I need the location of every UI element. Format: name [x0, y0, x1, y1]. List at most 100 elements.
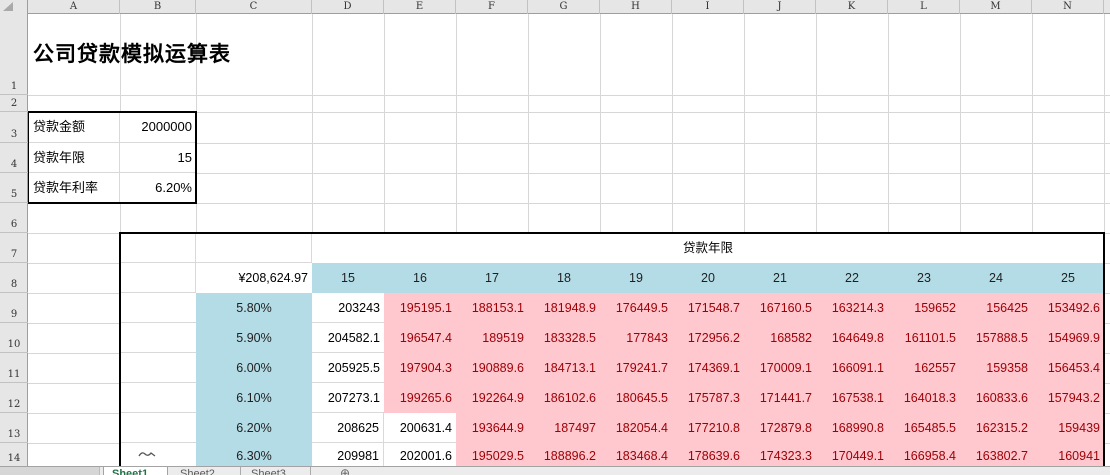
year-cell[interactable]: 22 [816, 263, 888, 293]
data-cell[interactable]: 205925.5 [312, 353, 384, 383]
column-header[interactable]: F [456, 0, 528, 14]
data-cell[interactable]: 195029.5 [456, 443, 528, 466]
data-cell[interactable]: 209981 [312, 443, 384, 466]
cell-empty[interactable] [120, 263, 196, 293]
data-cell[interactable]: 162315.2 [960, 413, 1032, 443]
data-cell[interactable]: 200631.4 [384, 413, 456, 443]
data-cell[interactable]: 167538.1 [816, 383, 888, 413]
data-cell[interactable]: 156425 [960, 293, 1032, 323]
row-header[interactable]: 6 [0, 203, 28, 233]
loan-years-label[interactable]: 贷款年限 [28, 143, 120, 172]
data-cell[interactable]: 187497 [528, 413, 600, 443]
data-cell[interactable]: 165485.5 [888, 413, 960, 443]
cell-empty[interactable] [120, 233, 196, 263]
data-cell[interactable]: 170009.1 [744, 353, 816, 383]
data-cell[interactable]: 175787.3 [672, 383, 744, 413]
loan-amount-label[interactable]: 贷款金额 [28, 112, 120, 142]
column-header[interactable] [1104, 0, 1110, 14]
data-cell[interactable]: 188896.2 [528, 443, 600, 466]
rate-cell[interactable]: 6.10% [196, 383, 312, 413]
data-cell[interactable]: 181948.9 [528, 293, 600, 323]
data-cell[interactable]: 154969.9 [1032, 323, 1104, 353]
years-header-cell[interactable]: 贷款年限 [682, 241, 733, 255]
column-header[interactable]: G [528, 0, 600, 14]
row-header[interactable]: 1 [0, 14, 28, 95]
loan-rate-value[interactable]: 6.20% [155, 180, 192, 195]
data-cell[interactable]: 166091.1 [816, 353, 888, 383]
data-cell[interactable]: 182054.4 [600, 413, 672, 443]
data-cell[interactable]: 153492.6 [1032, 293, 1104, 323]
data-cell[interactable]: 177843 [600, 323, 672, 353]
row-header[interactable]: 11 [0, 353, 28, 383]
column-header[interactable]: C [196, 0, 312, 14]
data-cell[interactable]: 199265.6 [384, 383, 456, 413]
column-header[interactable]: I [672, 0, 744, 14]
tab-scroll-area[interactable] [0, 467, 100, 475]
loan-rate-label[interactable]: 贷款年利率 [28, 173, 120, 203]
data-cell[interactable]: 168582 [744, 323, 816, 353]
data-cell[interactable]: 168990.8 [816, 413, 888, 443]
year-cell[interactable]: 15 [312, 263, 384, 293]
data-cell[interactable]: 160833.6 [960, 383, 1032, 413]
year-cell[interactable]: 17 [456, 263, 528, 293]
row-header[interactable]: 5 [0, 173, 28, 203]
year-cell[interactable]: 21 [744, 263, 816, 293]
data-cell[interactable]: 202001.6 [384, 443, 456, 466]
data-cell[interactable]: 180645.5 [600, 383, 672, 413]
column-header[interactable]: A [28, 0, 120, 14]
data-cell[interactable]: 208625 [312, 413, 384, 443]
cell-empty[interactable] [120, 413, 196, 443]
data-cell[interactable]: 156453.4 [1032, 353, 1104, 383]
row-header[interactable]: 13 [0, 413, 28, 443]
data-cell[interactable]: 161101.5 [888, 323, 960, 353]
column-header[interactable]: N [1032, 0, 1104, 14]
data-cell[interactable]: 207273.1 [312, 383, 384, 413]
data-cell[interactable]: 171441.7 [744, 383, 816, 413]
year-cell[interactable]: 25 [1032, 263, 1104, 293]
data-cell[interactable]: 183328.5 [528, 323, 600, 353]
data-cell[interactable]: 188153.1 [456, 293, 528, 323]
column-header[interactable]: K [816, 0, 888, 14]
data-cell[interactable]: 183468.4 [600, 443, 672, 466]
select-all-corner[interactable] [0, 0, 28, 14]
cell-empty[interactable] [120, 383, 196, 413]
data-cell[interactable]: 160941 [1032, 443, 1104, 466]
data-cell[interactable]: 163214.3 [816, 293, 888, 323]
loan-amount-value[interactable]: 2000000 [141, 119, 192, 134]
tab-sheet1[interactable]: Sheet1 [103, 467, 168, 475]
new-sheet-icon[interactable]: ⊕ [340, 466, 351, 475]
row-header[interactable]: 4 [0, 143, 28, 173]
cell-empty[interactable] [120, 293, 196, 323]
column-header[interactable]: B [120, 0, 196, 14]
data-cell[interactable]: 166958.4 [888, 443, 960, 466]
year-cell[interactable]: 20 [672, 263, 744, 293]
column-header[interactable]: L [888, 0, 960, 14]
row-header[interactable]: 7 [0, 233, 28, 263]
data-cell[interactable]: 174369.1 [672, 353, 744, 383]
year-cell[interactable]: 23 [888, 263, 960, 293]
data-cell[interactable]: 184713.1 [528, 353, 600, 383]
year-cell[interactable]: 18 [528, 263, 600, 293]
tab-sheet3[interactable]: Sheet3 [251, 468, 286, 475]
data-cell[interactable]: 167160.5 [744, 293, 816, 323]
data-cell[interactable]: 197904.3 [384, 353, 456, 383]
data-cell[interactable]: 178639.6 [672, 443, 744, 466]
rate-cell[interactable]: 5.90% [196, 323, 312, 353]
data-cell[interactable]: 203243 [312, 293, 384, 323]
year-cell[interactable]: 19 [600, 263, 672, 293]
row-header[interactable]: 12 [0, 383, 28, 413]
data-cell[interactable]: 157943.2 [1032, 383, 1104, 413]
data-cell[interactable]: 189519 [456, 323, 528, 353]
column-header[interactable]: D [312, 0, 384, 14]
data-cell[interactable]: 159358 [960, 353, 1032, 383]
row-header[interactable]: 3 [0, 112, 28, 143]
data-cell[interactable]: 179241.7 [600, 353, 672, 383]
column-header[interactable]: H [600, 0, 672, 14]
row-header[interactable]: 14 [7, 453, 21, 464]
cell-empty[interactable] [196, 233, 312, 263]
data-cell[interactable]: 196547.4 [384, 323, 456, 353]
data-cell[interactable]: 172879.8 [744, 413, 816, 443]
data-cell[interactable]: 171548.7 [672, 293, 744, 323]
data-cell[interactable]: 159652 [888, 293, 960, 323]
data-cell[interactable]: 164018.3 [888, 383, 960, 413]
